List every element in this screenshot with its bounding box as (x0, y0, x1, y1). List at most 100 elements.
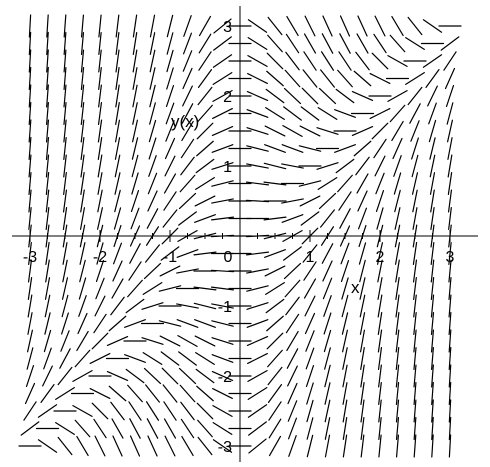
slope-segment (430, 329, 435, 353)
slope-segment (162, 384, 178, 403)
slope-segment (246, 268, 269, 274)
slope-segment (299, 125, 321, 137)
slope-segment (37, 404, 58, 418)
slope-segment (149, 67, 156, 90)
slope-segment (342, 417, 348, 440)
slope-segment (212, 439, 233, 453)
slope-segment (98, 49, 102, 73)
slope-segment (302, 244, 318, 263)
slope-segment (360, 434, 365, 458)
slope-segment (178, 211, 197, 226)
slope-segment (359, 259, 366, 283)
slope-segment (181, 120, 194, 142)
slope-segment (176, 249, 199, 258)
slope-segment (377, 294, 383, 318)
slope-segment (128, 261, 142, 281)
slope-segment (63, 14, 67, 38)
slope-segment (324, 417, 331, 440)
slope-segment (335, 158, 355, 174)
slope-segment (371, 52, 389, 70)
slope-segment (63, 171, 67, 196)
slope-segment (132, 84, 138, 108)
slope-segment (211, 144, 234, 153)
slope-segment (287, 365, 298, 387)
slope-segment (193, 251, 217, 256)
slope-segment (194, 319, 216, 328)
slope-segment (317, 107, 338, 120)
slope-segment (211, 337, 234, 345)
slope-segment (98, 84, 102, 108)
slope-segment (300, 106, 320, 121)
slope-segment (446, 102, 454, 125)
slope-segment (264, 249, 286, 258)
slope-segment (80, 189, 85, 213)
slope-segment (196, 122, 214, 140)
slope-segment (46, 14, 49, 38)
x-tick-label: 1 (306, 249, 315, 266)
slope-segment (300, 211, 320, 226)
slope-segment (369, 72, 391, 85)
slope-segment (448, 381, 452, 406)
slope-segment (305, 347, 315, 370)
slope-segment (412, 207, 418, 230)
slope-segment (267, 34, 283, 53)
slope-segment (96, 242, 104, 265)
slope-segment (265, 88, 285, 104)
slope-segment (264, 144, 286, 153)
slope-segment (284, 69, 301, 88)
slope-segment (177, 335, 198, 347)
slope-segment (141, 337, 164, 345)
slope-segment (265, 298, 285, 314)
slope-segment (146, 418, 159, 439)
slope-segment (392, 137, 403, 160)
slope-segment (27, 294, 33, 318)
slope-segment (268, 401, 282, 421)
slope-segment (148, 119, 157, 143)
slope-segment (247, 19, 268, 33)
slope-segment (194, 335, 216, 347)
slope-segment (181, 435, 194, 457)
slope-segment (283, 106, 302, 121)
slope-segment (114, 172, 121, 195)
slope-segment (351, 90, 374, 102)
slope-segment (42, 365, 53, 387)
slope-segment (165, 84, 175, 108)
tick-labels: -3 -2 -1 0 1 2 3 -3 -2 -1 1 2 3 (23, 19, 455, 456)
slope-segment (78, 295, 87, 317)
slope-segment (377, 277, 383, 300)
slope-segment (44, 312, 51, 335)
slope-segment (430, 311, 435, 336)
slope-segment (360, 382, 365, 405)
slope-segment (148, 137, 157, 160)
slope-segment (166, 14, 174, 38)
slope-segment (378, 399, 382, 423)
slope-segment (160, 246, 180, 261)
slope-segment (159, 265, 181, 277)
slope-segment (28, 206, 32, 231)
slope-segment (395, 346, 400, 371)
slope-segment (448, 346, 452, 371)
slope-segment (76, 435, 89, 457)
slope-segment (43, 329, 52, 353)
slope-segment (440, 36, 460, 51)
slope-segment (79, 207, 86, 230)
slope-segment (411, 137, 419, 160)
slope-segment (412, 242, 418, 265)
slope-segment (395, 294, 400, 318)
slope-segment (97, 207, 103, 230)
slope-segment (334, 109, 356, 118)
slope-segment (427, 85, 438, 107)
slope-segment (357, 190, 368, 212)
slope-segment (115, 84, 120, 108)
slope-segment (181, 103, 194, 124)
slope-segment (316, 162, 339, 170)
slope-segment (324, 399, 331, 423)
slope-segment (353, 70, 372, 87)
slope-segment (124, 319, 146, 328)
slope-segment (246, 163, 269, 169)
slope-segment (115, 14, 120, 38)
slope-segment (323, 295, 332, 317)
y-tick-label: -3 (218, 439, 232, 456)
slope-segment (323, 329, 332, 353)
slope-segment (360, 399, 365, 423)
